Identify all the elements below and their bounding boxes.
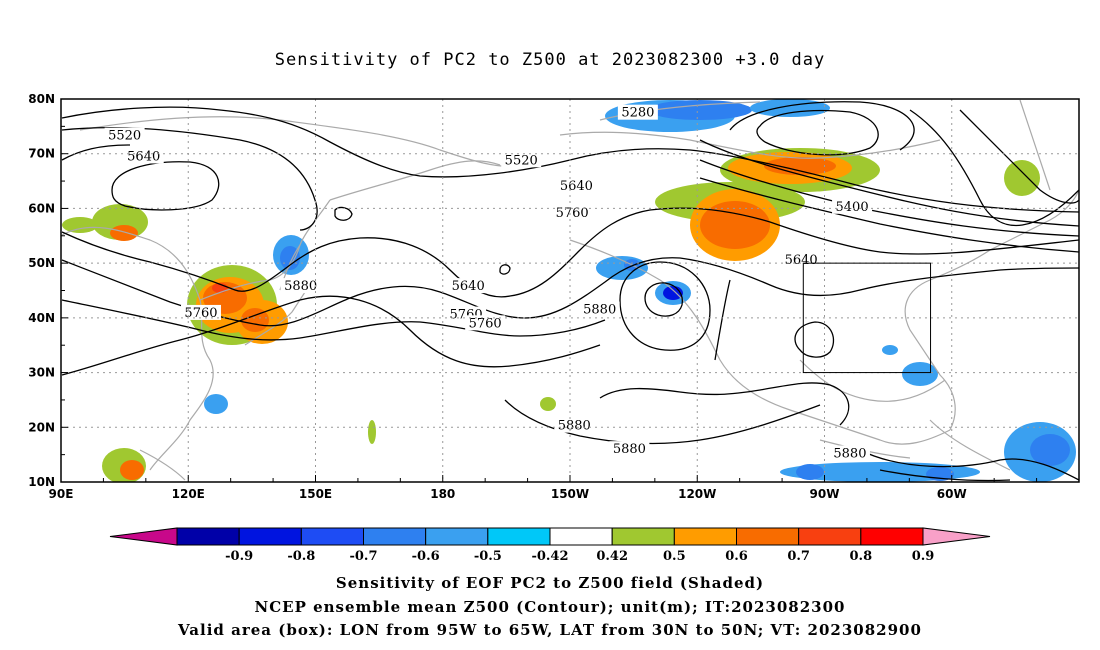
contour-label: 5640 [560, 179, 593, 194]
caption-valid-area: Valid area (box): LON from 95W to 65W, L… [178, 621, 922, 639]
colorbar-label: -0.7 [349, 549, 377, 564]
colorbar-label: 0.9 [912, 549, 935, 564]
lon-label: 120E [172, 487, 205, 501]
lon-label: 150E [299, 487, 332, 501]
lon-label: 120W [678, 487, 716, 501]
contour-label-bg [554, 417, 595, 433]
contour-label-bg [609, 441, 650, 457]
axis-ticks [60, 98, 1080, 483]
colorbar-label: -0.5 [474, 549, 502, 564]
colorbar-segment [549, 527, 613, 546]
contour-label: 5520 [505, 153, 538, 168]
contour-label: 5760 [556, 206, 589, 221]
colorbar-segment [798, 527, 862, 546]
colorbar-label: 0.8 [850, 549, 873, 564]
lat-label: 10N [28, 475, 55, 489]
contour-label-bg [280, 278, 321, 294]
lon-label: 60W [937, 487, 967, 501]
contour-label-bg [180, 304, 221, 320]
contour-label-bg [465, 315, 506, 331]
lat-label: 30N [28, 366, 55, 380]
contour-label: 5880 [613, 442, 646, 457]
contour-label: 5880 [284, 279, 317, 294]
lon-label: 90E [49, 487, 74, 501]
contour-label: 5400 [836, 200, 869, 215]
colorbar-label: 0.7 [787, 549, 810, 564]
contour-label-bg [556, 177, 597, 193]
colorbar-segment [487, 527, 551, 546]
contour-label: 5760 [469, 316, 502, 331]
colorbar-label: 0.5 [663, 549, 686, 564]
lat-label: 60N [28, 201, 55, 215]
contour-label-bg [448, 278, 489, 294]
colorbar-segment [860, 527, 924, 546]
coastlines [61, 99, 1079, 481]
page-title: Sensitivity of PC2 to Z500 at 2023082300… [274, 50, 826, 70]
colorbar-labels: -0.9 -0.8 -0.7 -0.6 -0.5 -0.42 0.42 0.5 0.6 0.7 0.… [225, 549, 934, 564]
colorbar-segment [300, 527, 365, 546]
contour-label: 5280 [621, 106, 654, 121]
contour-labels: 5520 5640 5520 5280 5640 5760 5400 5640 5640 5760… [104, 104, 873, 462]
longitude-labels: 90E 120E 150E 180 150W 120W 90W 60W [49, 487, 967, 501]
lon-label: 150W [551, 487, 589, 501]
lon-label: 90W [810, 487, 840, 501]
colorbar-segment [363, 527, 427, 546]
z500-contours [61, 101, 1079, 482]
contour-label-bg [832, 198, 873, 214]
lat-label: 20N [28, 420, 55, 434]
colorbar-segment [673, 527, 737, 546]
contour-label-bg [617, 104, 658, 120]
contour-label: 5760 [184, 306, 217, 321]
lon-label: 180 [430, 487, 455, 501]
colorbar [109, 527, 991, 546]
latitude-labels: 80N 70N 60N 50N 40N 30N 20N 10N [28, 92, 55, 489]
colorbar-low-arrow [109, 527, 178, 546]
lat-label: 40N [28, 311, 55, 325]
contour-label: 5520 [108, 129, 141, 144]
caption-contour: NCEP ensemble mean Z500 (Contour); unit(… [254, 598, 846, 616]
colorbar-segment [176, 527, 240, 546]
caption-shading: Sensitivity of EOF PC2 to Z500 field (Sh… [335, 574, 765, 592]
latlon-grid [61, 99, 1079, 482]
sensitivity-shading [62, 99, 1076, 482]
contour-label-bg [579, 301, 620, 317]
lat-label: 70N [28, 147, 55, 161]
colorbar-segment [736, 527, 800, 546]
lat-label: 50N [28, 256, 55, 270]
colorbar-label: -0.42 [531, 549, 568, 564]
lat-label: 80N [28, 92, 55, 106]
contour-label-bg [829, 445, 870, 461]
contour-label-bg [104, 127, 145, 143]
contour-label: 5640 [452, 279, 485, 294]
contour-label-bg [552, 204, 593, 220]
colorbar-segment [238, 527, 302, 546]
contour-label-bg [123, 148, 164, 164]
colorbar-label: -0.6 [412, 549, 440, 564]
contour-label-bg [501, 152, 542, 168]
colorbar-high-arrow [922, 527, 991, 546]
colorbar-label: 0.6 [725, 549, 748, 564]
contour-label: 5640 [127, 149, 160, 164]
colorbar-label: -0.9 [225, 549, 253, 564]
colorbar-segment [611, 527, 675, 546]
contour-label: 5880 [558, 419, 591, 434]
colorbar-label: -0.8 [287, 549, 315, 564]
contour-label: 5880 [583, 303, 616, 318]
colorbar-segment [425, 527, 489, 546]
valid-area-box [802, 262, 932, 374]
contour-label: 5640 [785, 253, 818, 268]
contour-label: 5880 [833, 447, 866, 462]
colorbar-label: 0.42 [596, 549, 628, 564]
